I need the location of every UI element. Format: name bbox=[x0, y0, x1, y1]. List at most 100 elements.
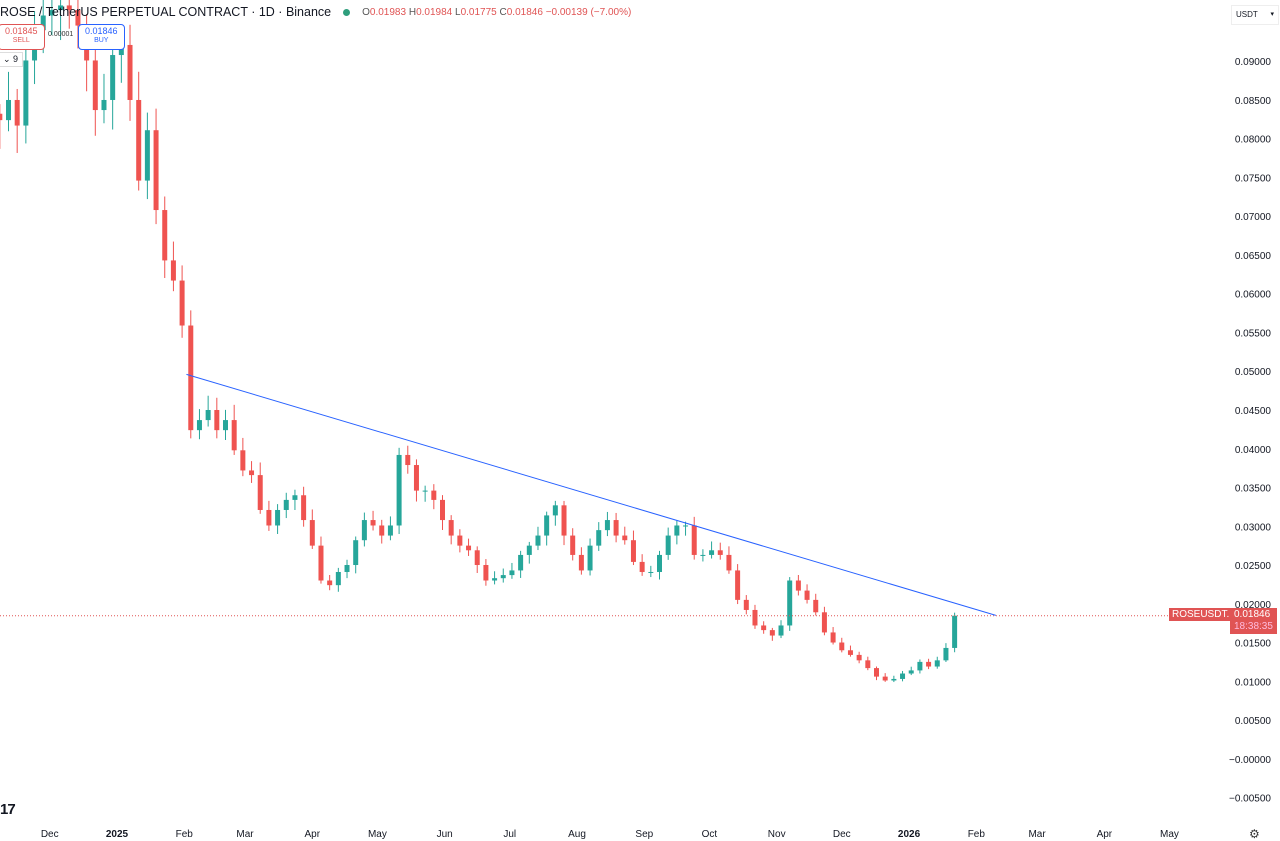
candles bbox=[0, 0, 958, 683]
candle bbox=[700, 549, 706, 562]
x-tick-label: Oct bbox=[702, 829, 718, 840]
y-tick-label: 0.02000 bbox=[1235, 600, 1272, 611]
candle bbox=[170, 241, 176, 292]
candle bbox=[110, 44, 116, 130]
candle-body bbox=[735, 570, 741, 600]
y-tick-label: 0.07000 bbox=[1235, 212, 1272, 223]
chevron-down-icon: ▾ bbox=[1270, 11, 1274, 18]
candle-body bbox=[578, 554, 584, 571]
candle bbox=[162, 196, 168, 279]
last-price-label: 0.01846 18:38:35 bbox=[1230, 608, 1277, 634]
candle-body bbox=[934, 660, 940, 667]
candle bbox=[587, 538, 593, 576]
candle bbox=[830, 627, 836, 645]
y-tick-label: 0.03500 bbox=[1235, 484, 1272, 495]
candle-body bbox=[318, 545, 324, 581]
candle-body bbox=[413, 465, 419, 491]
symbol-title[interactable]: ROSE / TetherUS PERPETUAL CONTRACT · 1D … bbox=[0, 5, 332, 19]
candle-body bbox=[283, 499, 289, 510]
x-tick-label: Nov bbox=[768, 829, 786, 840]
candle bbox=[761, 621, 767, 634]
y-tick-label: 0.07500 bbox=[1235, 173, 1272, 184]
candle-body bbox=[821, 612, 827, 633]
buy-button[interactable]: 0.01846 BUY bbox=[78, 24, 125, 50]
sell-button[interactable]: 0.01845 SELL bbox=[0, 24, 45, 50]
candle-body bbox=[205, 410, 211, 421]
candle-body bbox=[908, 670, 914, 674]
candle-body bbox=[379, 525, 385, 536]
indicators-toggle[interactable]: ⌄ 9 bbox=[0, 52, 24, 67]
candle-body bbox=[0, 113, 3, 121]
price-axis: 0.09000 0.08500 0.08000 0.07500 0.07000 0.065… bbox=[1229, 57, 1271, 804]
candle bbox=[309, 509, 315, 549]
candle bbox=[231, 404, 237, 455]
candle-body bbox=[769, 630, 775, 636]
candle-body bbox=[561, 505, 567, 536]
candle bbox=[500, 568, 506, 583]
candle bbox=[717, 542, 723, 560]
x-tick-label: May bbox=[1160, 829, 1179, 840]
candle-body bbox=[943, 647, 949, 661]
chart-header: ROSE / TetherUS PERPETUAL CONTRACT · 1D … bbox=[0, 5, 631, 19]
candle bbox=[769, 627, 775, 641]
candle-body bbox=[266, 509, 272, 526]
candle-body bbox=[509, 570, 515, 576]
candle-body bbox=[787, 580, 793, 626]
candle-body bbox=[49, 10, 55, 16]
x-tick-label: Mar bbox=[236, 829, 254, 840]
candle bbox=[952, 612, 958, 653]
candle bbox=[49, 0, 55, 35]
x-tick-label: Feb bbox=[968, 829, 986, 840]
candle-body bbox=[127, 44, 133, 100]
candle bbox=[335, 567, 341, 592]
candle-body bbox=[422, 490, 428, 492]
tradingview-logo[interactable]: 17 bbox=[0, 801, 16, 818]
candle-body bbox=[275, 509, 281, 526]
candle bbox=[66, 0, 72, 29]
candle bbox=[518, 550, 524, 578]
candle bbox=[492, 571, 498, 585]
candle-body bbox=[170, 260, 176, 281]
candle bbox=[179, 265, 185, 338]
candle bbox=[778, 620, 784, 639]
candle-body bbox=[214, 410, 220, 431]
candle bbox=[752, 604, 758, 629]
candle-body bbox=[900, 673, 906, 679]
candle-body bbox=[622, 535, 628, 541]
candle-body bbox=[40, 15, 46, 31]
candle bbox=[474, 546, 480, 573]
y-tick-label: 0.08500 bbox=[1235, 96, 1272, 107]
x-tick-label: May bbox=[368, 829, 387, 840]
candle-body bbox=[431, 490, 437, 500]
y-tick-label: 0.01000 bbox=[1235, 677, 1272, 688]
candle bbox=[674, 520, 680, 545]
candle-body bbox=[874, 668, 879, 677]
candle bbox=[535, 526, 541, 551]
candle bbox=[787, 577, 793, 631]
candle bbox=[639, 554, 645, 576]
candle-body bbox=[179, 280, 185, 326]
candle-body bbox=[717, 550, 723, 555]
x-tick-label: Apr bbox=[1097, 829, 1113, 840]
candle bbox=[292, 489, 298, 510]
candle bbox=[813, 593, 819, 616]
candle bbox=[726, 546, 732, 574]
candle bbox=[578, 547, 584, 575]
x-tick-label: Mar bbox=[1028, 829, 1046, 840]
y-tick-label: 0.08000 bbox=[1235, 135, 1272, 146]
trendline[interactable] bbox=[186, 373, 996, 616]
candle bbox=[422, 485, 428, 502]
candle-body bbox=[58, 5, 64, 11]
candle bbox=[0, 104, 3, 149]
candle-body bbox=[804, 590, 810, 600]
currency-selector[interactable]: USDT ▾ bbox=[1231, 5, 1279, 25]
candle bbox=[483, 559, 489, 586]
settings-icon[interactable]: ⚙ bbox=[1249, 827, 1260, 841]
candle-body bbox=[188, 325, 194, 431]
candle-body bbox=[483, 565, 489, 581]
candle bbox=[847, 645, 853, 657]
time-axis: Dec 2025 Feb Mar Apr May Jun Jul Aug Sep Oct Nov Dec… bbox=[41, 829, 1179, 840]
candle-body bbox=[544, 515, 550, 536]
candle bbox=[361, 512, 367, 547]
